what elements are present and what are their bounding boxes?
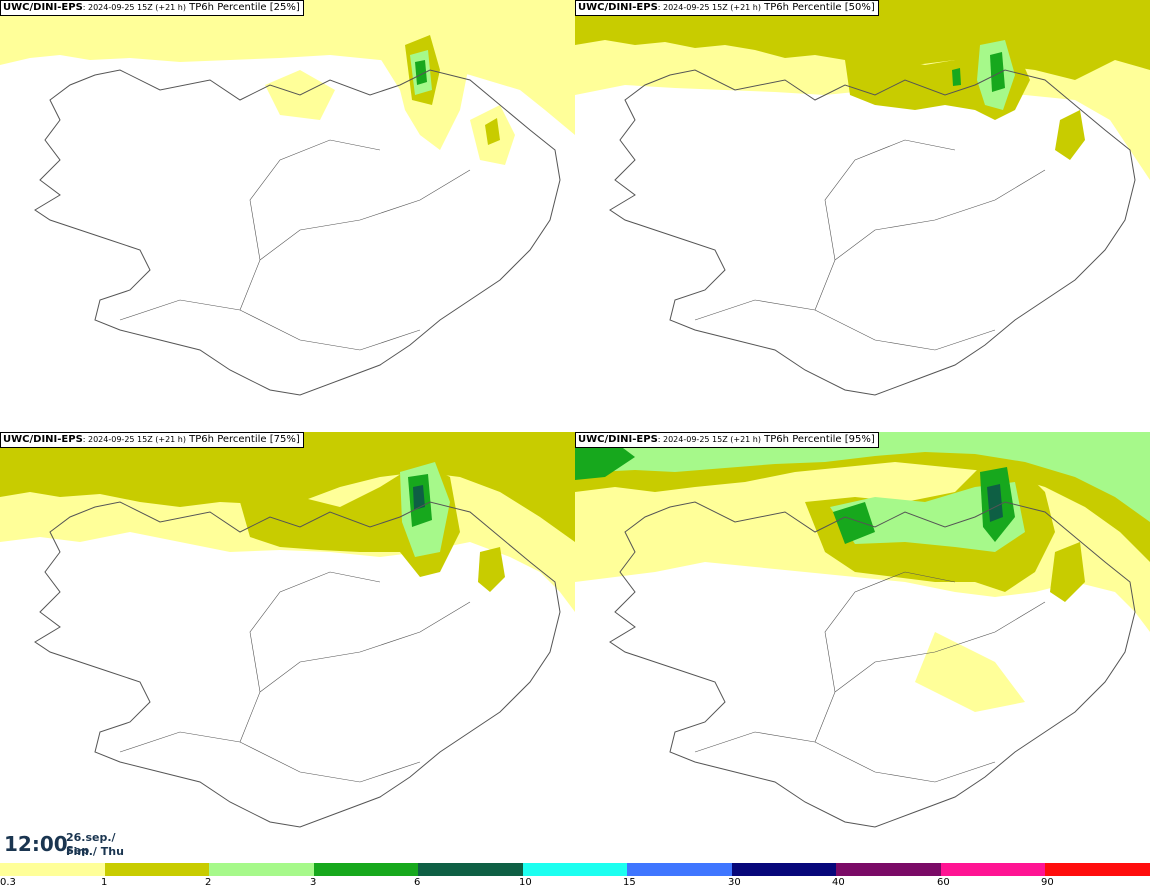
field-label: TP6h Percentile [75%] [189, 434, 300, 445]
panel-title: UWC/DINI-EPS: 2024-09-25 15Z (+21 h) TP6… [0, 0, 304, 16]
field-label: TP6h Percentile [25%] [189, 2, 300, 13]
colorbar-swatch [522, 863, 628, 876]
model-name: UWC/DINI-EPS [578, 434, 658, 445]
iceland-coastline [609, 69, 1136, 396]
colorbar-swatch [731, 863, 837, 876]
valid-day: Fim./ Thu [66, 845, 124, 858]
run-info: : 2024-09-25 15Z (+21 h) [657, 435, 761, 444]
precip-core-3 [415, 60, 427, 85]
panel-title: UWC/DINI-EPS: 2024-09-25 15Z (+21 h) TP6… [575, 432, 879, 448]
precip-map-p25 [0, 0, 575, 430]
map-panel-p50: UWC/DINI-EPS: 2024-09-25 15Z (+21 h) TP6… [575, 0, 1150, 430]
iceland-coastline [609, 501, 1136, 828]
precip-sea-band [0, 0, 575, 135]
colorbar-swatch [313, 863, 419, 876]
map-panel-p75: UWC/DINI-EPS: 2024-09-25 15Z (+21 h) TP6… [0, 432, 575, 862]
precip-core-4 [987, 484, 1003, 522]
colorbar-swatch [627, 863, 733, 876]
precip-core-1 [830, 482, 1025, 552]
precip-green-west [575, 442, 635, 480]
field-label: TP6h Percentile [50%] [764, 2, 875, 13]
road-network [119, 139, 471, 351]
colorbar-tick-label: 1 [101, 877, 108, 888]
colorbar-tick-label: 2 [205, 877, 212, 888]
colorbar-tick-label: 0.3 [0, 877, 16, 888]
valid-time-box: 12:00 26.sep./ Sep Fim./ Thu [0, 826, 140, 862]
colorbar-swatch [0, 863, 105, 876]
road-network [119, 571, 471, 783]
field-label: TP6h Percentile [95%] [764, 434, 875, 445]
precip-moderate [0, 432, 575, 542]
precip-east-patch [478, 547, 505, 592]
colorbar [0, 863, 1150, 876]
precip-map-p50 [575, 0, 1150, 430]
precip-east-patch [1055, 110, 1085, 160]
precip-map-p75 [0, 432, 575, 862]
colorbar-tick-label: 60 [937, 877, 950, 888]
colorbar-ticks: 0.3 1 2 3 6 10 15 30 40 60 90 [0, 876, 1150, 890]
precip-core-2 [833, 502, 875, 544]
precip-core-2 [413, 485, 425, 510]
run-info: : 2024-09-25 15Z (+21 h) [82, 435, 186, 444]
colorbar-tick-label: 30 [728, 877, 741, 888]
colorbar-tick-label: 10 [519, 877, 532, 888]
panel-title: UWC/DINI-EPS: 2024-09-25 15Z (+21 h) TP6… [0, 432, 304, 448]
colorbar-tick-label: 90 [1041, 877, 1054, 888]
precip-map-p95 [575, 432, 1150, 862]
precip-east-patch [1050, 542, 1085, 602]
run-info: : 2024-09-25 15Z (+21 h) [82, 3, 186, 12]
colorbar-swatch [1045, 863, 1150, 876]
model-name: UWC/DINI-EPS [3, 434, 83, 445]
valid-time: 12:00 [4, 832, 68, 856]
model-name: UWC/DINI-EPS [578, 2, 658, 13]
road-network [694, 571, 1046, 783]
colorbar-tick-label: 6 [414, 877, 421, 888]
colorbar-swatch [940, 863, 1046, 876]
precip-core-1 [990, 52, 1005, 92]
panel-title: UWC/DINI-EPS: 2024-09-25 15Z (+21 h) TP6… [575, 0, 879, 16]
colorbar-tick-label: 15 [623, 877, 636, 888]
map-panel-p25: UWC/DINI-EPS: 2024-09-25 15Z (+21 h) TP6… [0, 0, 575, 430]
run-info: : 2024-09-25 15Z (+21 h) [657, 3, 761, 12]
map-panel-p95: UWC/DINI-EPS: 2024-09-25 15Z (+21 h) TP6… [575, 432, 1150, 862]
road-network [694, 139, 1046, 351]
iceland-coastline [34, 69, 561, 396]
valid-date: 26.sep./ Sep [66, 831, 116, 857]
model-name: UWC/DINI-EPS [3, 2, 83, 13]
precip-core-4 [485, 118, 500, 145]
colorbar-swatch [836, 863, 942, 876]
precip-light-green [575, 432, 1150, 522]
precip-core-2 [952, 68, 961, 86]
colorbar-swatch [418, 863, 524, 876]
precip-southeast [915, 632, 1025, 712]
colorbar-swatch [104, 863, 210, 876]
colorbar-tick-label: 3 [310, 877, 317, 888]
colorbar-swatch [209, 863, 315, 876]
iceland-coastline [34, 501, 561, 828]
colorbar-tick-label: 40 [832, 877, 845, 888]
